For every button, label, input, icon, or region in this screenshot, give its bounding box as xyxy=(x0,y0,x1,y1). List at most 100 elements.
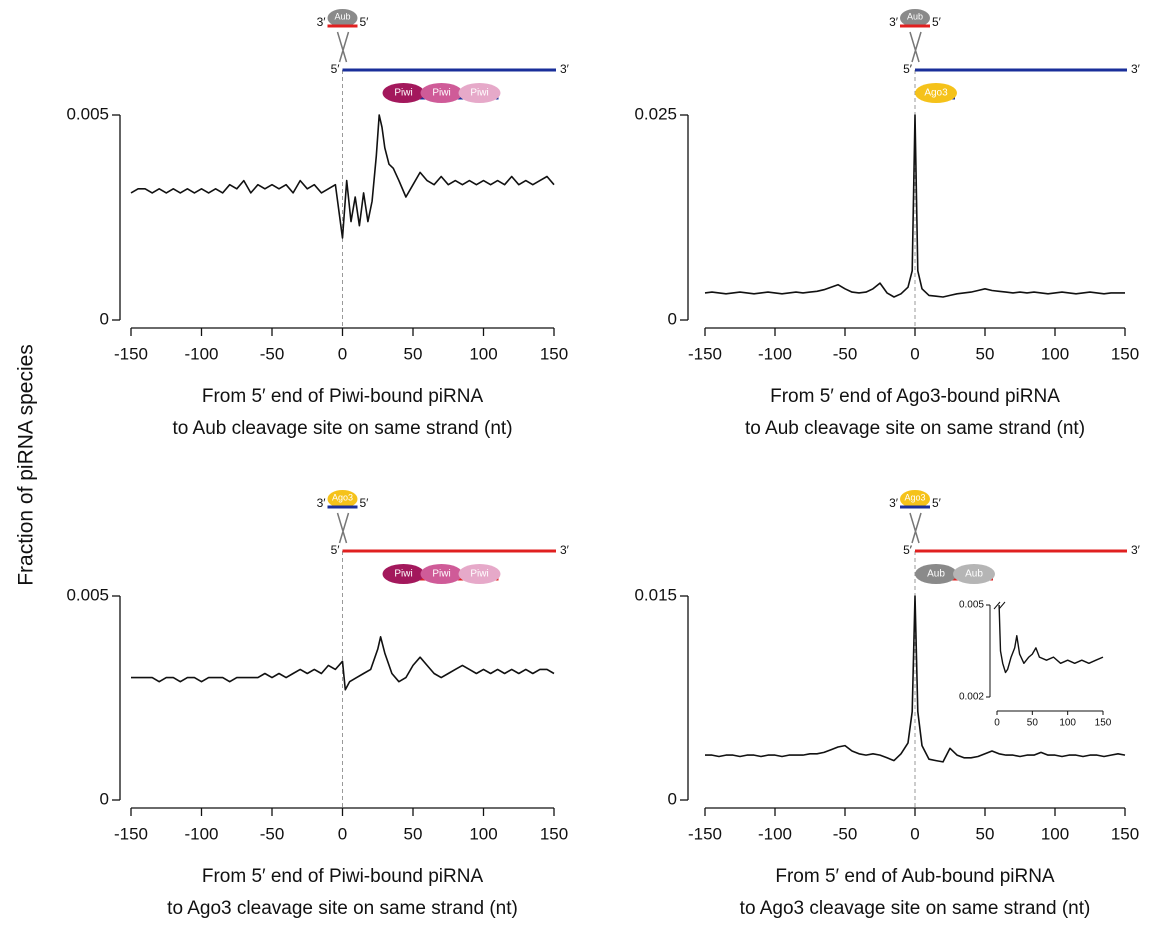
guide-3-label: 3′ xyxy=(317,15,327,29)
x-tick-label: 0 xyxy=(910,344,919,363)
x-axis-label: From 5′ end of Ago3-bound piRNA xyxy=(770,386,1060,407)
protein xyxy=(458,564,501,584)
axis-break xyxy=(993,601,1006,610)
protein-label: Ago3 xyxy=(924,88,948,99)
x-tick-label: -50 xyxy=(260,344,285,363)
protein-label: Piwi xyxy=(394,88,412,99)
inset-x-tick-label: 150 xyxy=(1095,718,1112,729)
scissors xyxy=(909,31,922,63)
guide-3-label: 3′ xyxy=(889,15,899,29)
target-3-label: 3′ xyxy=(560,543,570,557)
x-tick-label: -50 xyxy=(260,824,285,843)
protein xyxy=(458,83,501,103)
x-tick-label: 150 xyxy=(1111,824,1139,843)
x-tick-label: 100 xyxy=(469,344,497,363)
target-3-label: 3′ xyxy=(560,62,570,76)
guide-5-label: 5′ xyxy=(360,15,370,29)
y-tick-label: 0 xyxy=(100,789,109,808)
y-tick-label: 0.015 xyxy=(634,585,677,604)
x-tick-label: -150 xyxy=(688,824,722,843)
target-5-label: 5′ xyxy=(331,543,341,557)
y-tick-label: 0 xyxy=(668,789,677,808)
y-tick-label: 0.005 xyxy=(66,104,109,123)
x-axis-label: to Ago3 cleavage site on same strand (nt… xyxy=(740,898,1091,919)
y-tick-label: 0.025 xyxy=(634,104,677,123)
x-tick-label: -150 xyxy=(114,824,148,843)
protein xyxy=(953,564,995,584)
guide-protein-label: Ago3 xyxy=(332,492,353,502)
y-tick-label: 0 xyxy=(668,309,677,328)
x-tick-label: -100 xyxy=(758,344,792,363)
x-tick-label: 0 xyxy=(910,824,919,843)
data-line xyxy=(705,595,1126,763)
guide-protein-label: Ago3 xyxy=(904,492,925,502)
y-tick-label: 0 xyxy=(100,309,109,328)
x-tick-label: -100 xyxy=(184,344,218,363)
x-tick-label: 100 xyxy=(1041,344,1069,363)
x-tick-label: 50 xyxy=(404,344,423,363)
target-3-label: 3′ xyxy=(1131,543,1141,557)
data-line xyxy=(131,636,555,691)
inset-x-tick-label: 50 xyxy=(1027,718,1039,729)
x-tick-label: 150 xyxy=(540,344,568,363)
guide-protein-label: Aub xyxy=(907,11,923,21)
protein-label: Piwi xyxy=(432,88,450,99)
scissors xyxy=(336,31,350,63)
guide-protein xyxy=(900,9,930,27)
x-tick-label: 50 xyxy=(976,824,995,843)
guide-5-label: 5′ xyxy=(932,496,942,510)
protein xyxy=(420,83,463,103)
x-tick-label: 150 xyxy=(1111,344,1139,363)
target-5-label: 5′ xyxy=(331,62,341,76)
protein-label: Aub xyxy=(965,569,983,580)
guide-3-label: 3′ xyxy=(317,496,327,510)
protein xyxy=(915,564,957,584)
x-tick-label: 0 xyxy=(338,824,347,843)
x-tick-label: -50 xyxy=(833,344,858,363)
inset-y-tick-label: 0.002 xyxy=(959,692,984,703)
x-tick-label: 150 xyxy=(540,824,568,843)
protein-label: Piwi xyxy=(432,569,450,580)
target-3-label: 3′ xyxy=(1131,62,1141,76)
inset-y-tick-label: 0.005 xyxy=(959,600,984,611)
target-5-label: 5′ xyxy=(903,543,913,557)
guide-protein xyxy=(900,490,930,508)
guide-protein xyxy=(327,9,358,27)
protein-label: Piwi xyxy=(470,88,488,99)
x-tick-label: -150 xyxy=(688,344,722,363)
guide-protein xyxy=(327,490,358,508)
x-axis-label: From 5′ end of Piwi-bound piRNA xyxy=(202,866,484,887)
x-axis-label: From 5′ end of Piwi-bound piRNA xyxy=(202,386,484,407)
protein xyxy=(420,564,463,584)
x-tick-label: -150 xyxy=(114,344,148,363)
guide-5-label: 5′ xyxy=(360,496,370,510)
y-axis-label: Fraction of piRNA species xyxy=(15,344,38,586)
x-tick-label: -50 xyxy=(833,824,858,843)
x-axis-label: to Aub cleavage site on same strand (nt) xyxy=(745,418,1085,439)
inset-x-tick-label: 100 xyxy=(1059,718,1076,729)
scissors xyxy=(336,512,350,544)
x-axis-label: From 5′ end of Aub-bound piRNA xyxy=(775,866,1055,887)
x-axis-label: to Aub cleavage site on same strand (nt) xyxy=(172,418,512,439)
guide-5-label: 5′ xyxy=(932,15,942,29)
x-tick-label: 50 xyxy=(404,824,423,843)
x-tick-label: -100 xyxy=(184,824,218,843)
x-tick-label: -100 xyxy=(758,824,792,843)
protein-label: Aub xyxy=(927,569,945,580)
target-5-label: 5′ xyxy=(903,62,913,76)
protein xyxy=(382,83,425,103)
scissors xyxy=(909,512,922,544)
data-line xyxy=(130,114,555,239)
protein-label: Piwi xyxy=(394,569,412,580)
guide-protein-label: Aub xyxy=(334,11,350,21)
protein xyxy=(915,83,957,103)
x-axis-label: to Ago3 cleavage site on same strand (nt… xyxy=(167,898,518,919)
data-line xyxy=(704,114,1125,298)
guide-3-label: 3′ xyxy=(889,496,899,510)
protein xyxy=(382,564,425,584)
x-tick-label: 0 xyxy=(338,344,347,363)
protein-label: Piwi xyxy=(470,569,488,580)
inset-x-tick-label: 0 xyxy=(994,718,1000,729)
x-tick-label: 100 xyxy=(469,824,497,843)
